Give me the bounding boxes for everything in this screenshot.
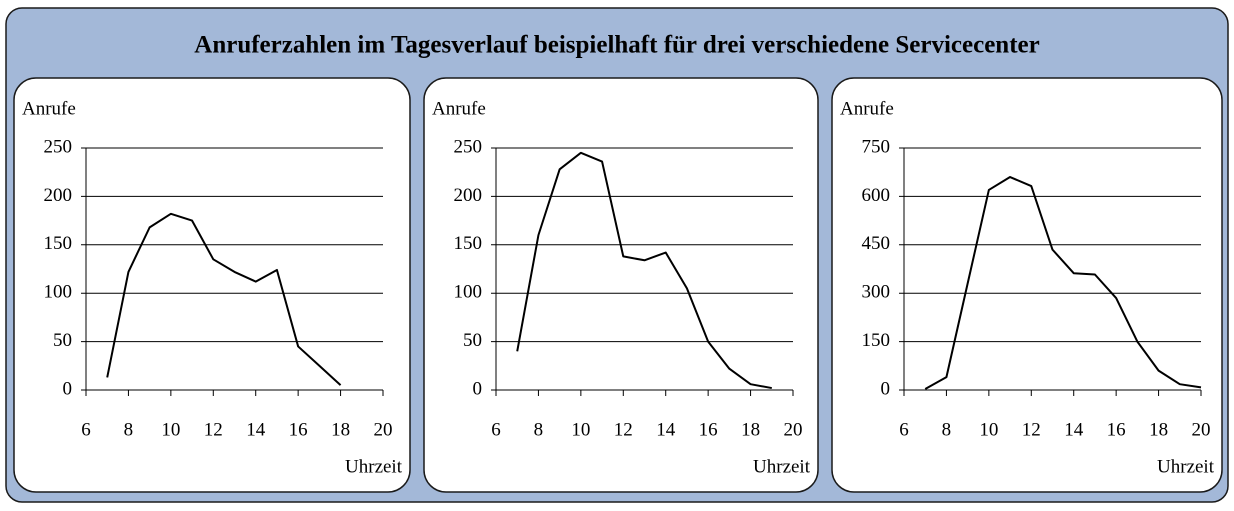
x-tick-label: 14 <box>246 419 266 440</box>
x-tick-label: 10 <box>979 419 998 440</box>
x-tick-label: 20 <box>374 419 393 440</box>
y-tick-label: 0 <box>473 378 483 399</box>
x-tick-label: 14 <box>656 419 676 440</box>
y-tick-label: 600 <box>862 185 891 206</box>
chart-title: Anruferzahlen im Tagesverlauf beispielha… <box>194 32 1039 59</box>
y-tick-label: 150 <box>44 233 73 254</box>
x-tick-label: 6 <box>899 419 909 440</box>
x-tick-label: 16 <box>699 419 718 440</box>
x-tick-label: 6 <box>81 419 91 440</box>
y-tick-label: 150 <box>862 330 891 351</box>
x-tick-label: 12 <box>204 419 223 440</box>
data-line <box>106 212 342 386</box>
y-axis-label: Anrufe <box>432 98 486 119</box>
x-tick-label: 10 <box>161 419 180 440</box>
x-tick-label: 12 <box>1022 419 1041 440</box>
x-tick-label: 18 <box>331 419 350 440</box>
y-axis-label: Anrufe <box>22 98 76 119</box>
y-tick-label: 200 <box>44 185 73 206</box>
y-tick-label: 100 <box>454 282 483 303</box>
y-tick-label: 150 <box>454 233 483 254</box>
data-line <box>924 176 1202 390</box>
y-tick-label: 250 <box>44 136 73 157</box>
x-tick-label: 6 <box>491 419 501 440</box>
y-tick-label: 200 <box>454 185 483 206</box>
x-tick-label: 20 <box>784 419 803 440</box>
y-tick-label: 0 <box>881 378 891 399</box>
x-tick-label: 8 <box>942 419 952 440</box>
x-tick-label: 18 <box>1149 419 1168 440</box>
y-tick-label: 450 <box>862 233 891 254</box>
chart-panel <box>831 77 1223 493</box>
x-tick-label: 16 <box>289 419 308 440</box>
x-tick-label: 16 <box>1107 419 1126 440</box>
x-tick-label: 20 <box>1192 419 1211 440</box>
chart-panel <box>13 77 411 493</box>
y-tick-label: 100 <box>44 282 73 303</box>
chart-panel <box>423 77 819 493</box>
x-axis-label: Uhrzeit <box>345 456 403 477</box>
x-tick-label: 8 <box>534 419 544 440</box>
x-axis-label: Uhrzeit <box>1157 456 1215 477</box>
x-axis-label: Uhrzeit <box>753 456 811 477</box>
x-tick-label: 10 <box>571 419 590 440</box>
y-tick-label: 750 <box>862 136 891 157</box>
y-tick-label: 50 <box>463 330 482 351</box>
y-axis-label: Anrufe <box>840 98 894 119</box>
x-tick-label: 18 <box>741 419 760 440</box>
x-tick-label: 8 <box>124 419 134 440</box>
x-tick-label: 12 <box>614 419 633 440</box>
y-tick-label: 0 <box>63 378 73 399</box>
data-line <box>516 151 772 390</box>
y-tick-label: 50 <box>53 330 72 351</box>
y-tick-label: 250 <box>454 136 483 157</box>
y-tick-label: 300 <box>862 282 891 303</box>
x-tick-label: 14 <box>1064 419 1084 440</box>
